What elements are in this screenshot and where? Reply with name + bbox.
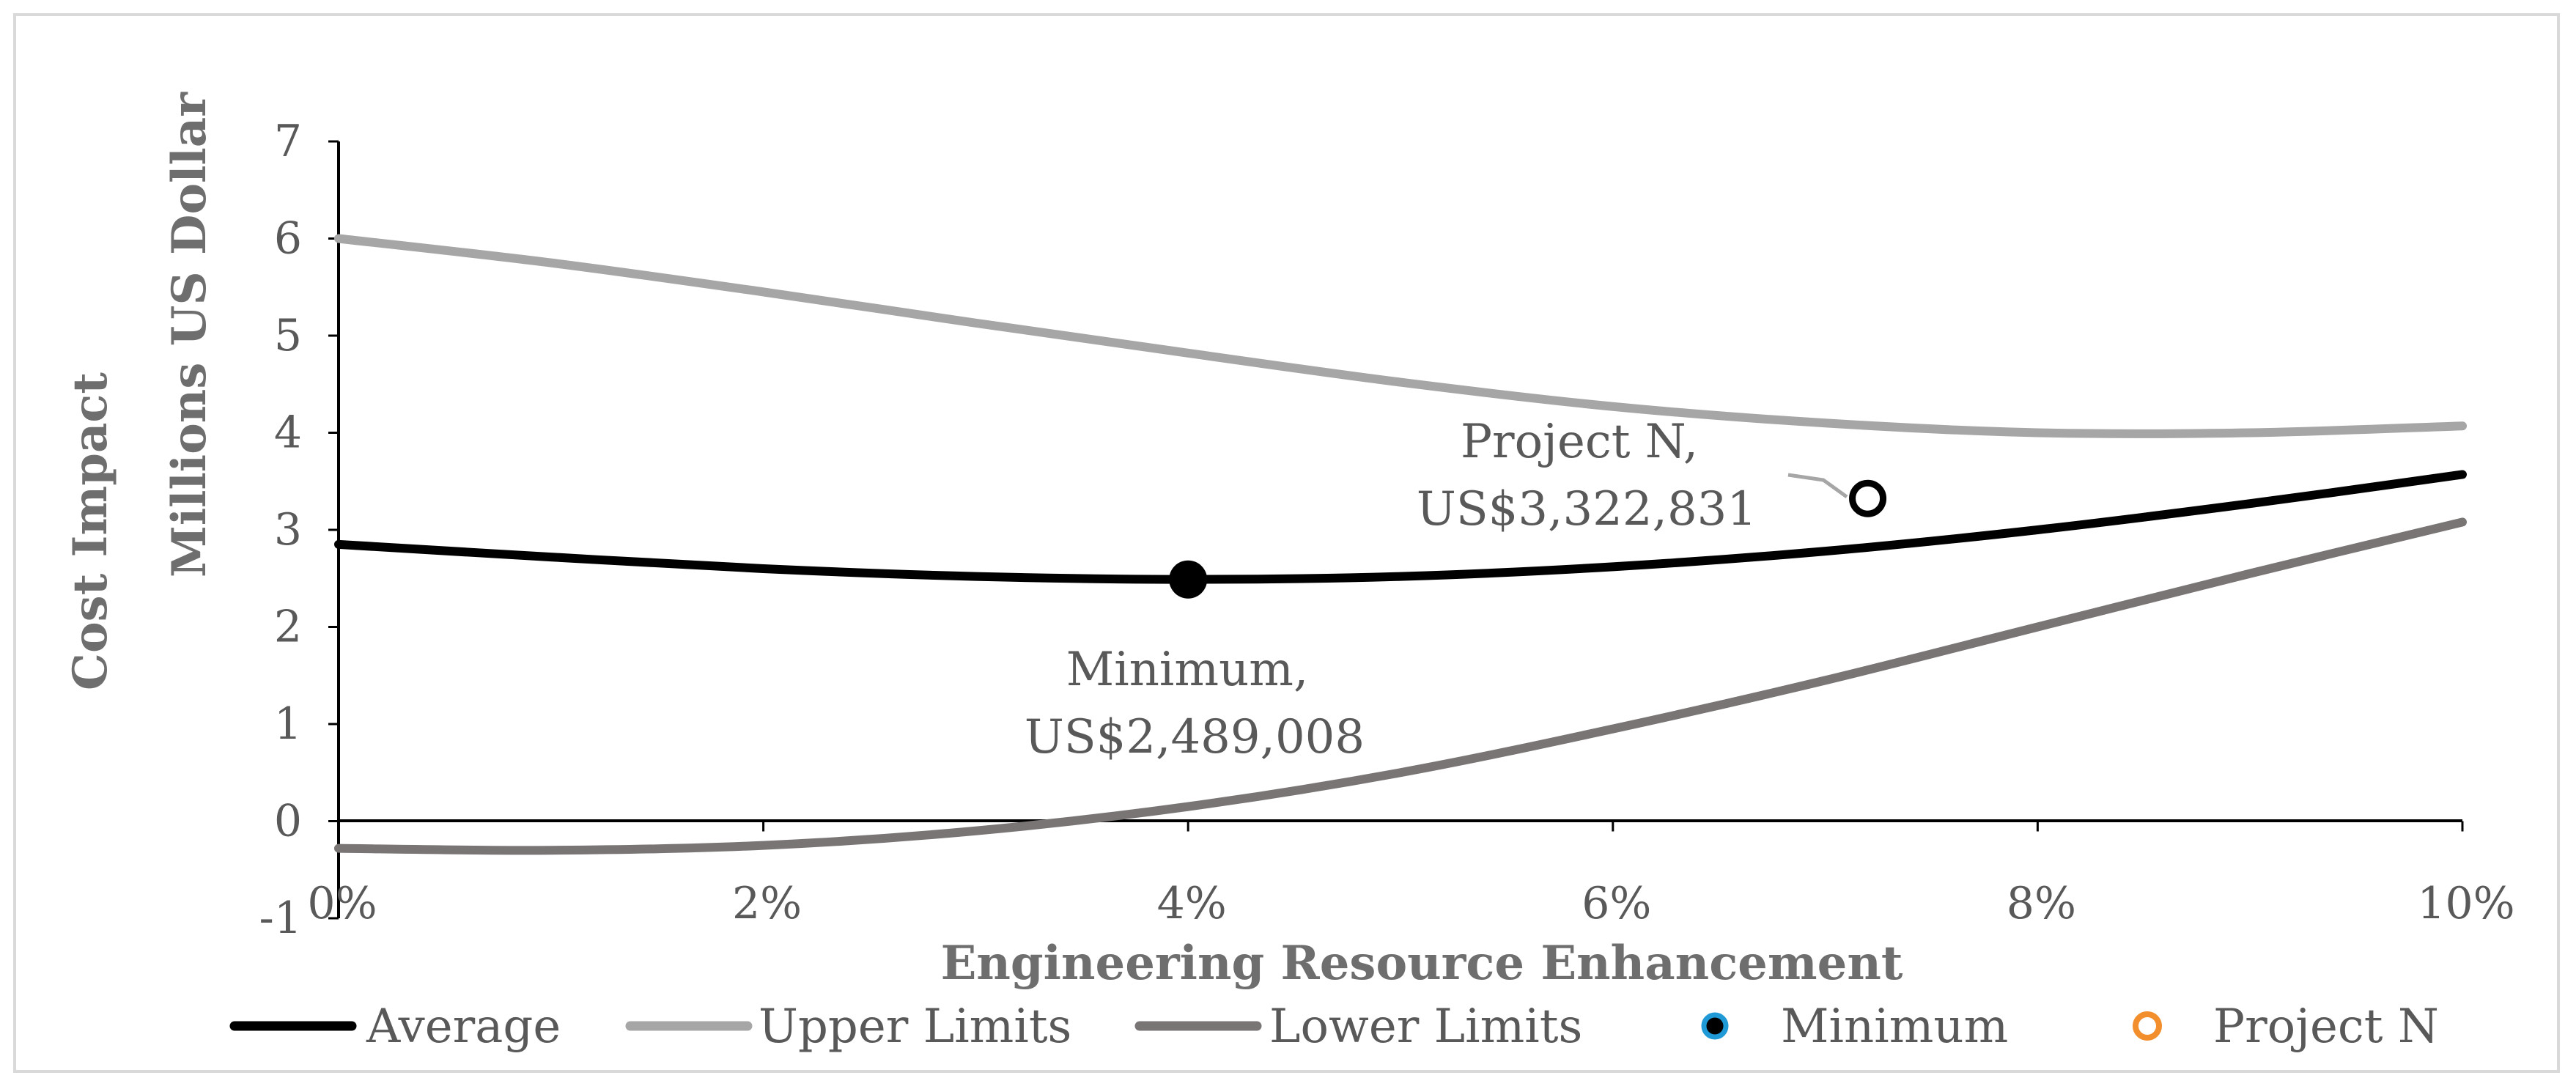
- minimum-label-line2: US$2,489,008: [1025, 710, 1365, 764]
- y-tick-label-1: 0: [274, 796, 302, 847]
- y-axis-title-line2: Millions US Dollar: [162, 92, 217, 577]
- y-tick-label-0: -1: [259, 893, 302, 944]
- chart-frame: [13, 13, 2560, 1073]
- y-tick-label-8: 7: [274, 116, 302, 167]
- project-n-label-line2: US$3,322,831: [1417, 482, 1757, 536]
- x-tick-label-4: 8%: [2007, 878, 2076, 929]
- legend-label-lower-limits: Lower Limits: [1269, 1000, 1582, 1054]
- series-lines-group: [334, 234, 2467, 855]
- legend-marker-project-n: [2133, 1011, 2162, 1041]
- x-ticks-group: 0% 2% 4% 6% 8% 10%: [307, 821, 2515, 929]
- points-group: [1169, 479, 1887, 599]
- legend-label-minimum: Minimum: [1781, 1000, 2008, 1054]
- point-project-n: [1849, 479, 1887, 517]
- project-n-leader-line: [1787, 473, 1848, 499]
- y-ticks-group: -1 0 1 2 3 4 5 6 7: [259, 116, 339, 944]
- legend-label-average: Average: [366, 1000, 561, 1054]
- series-line-lower-limits: [334, 517, 2467, 855]
- minimum-label-line1: Minimum,: [1066, 643, 1309, 697]
- y-axis-title-line1: Cost Impact: [63, 372, 118, 690]
- x-tick-label-3: 6%: [1582, 878, 1651, 929]
- legend-marker-minimum: [1701, 1012, 1729, 1040]
- x-tick-label-1: 2%: [732, 878, 802, 929]
- y-tick-label-2: 1: [274, 698, 302, 750]
- series-line-upper-limits: [334, 234, 2467, 438]
- project-n-label-line1: Project N,: [1461, 415, 1698, 469]
- y-tick-label-3: 2: [274, 602, 302, 653]
- y-tick-label-7: 6: [274, 213, 302, 265]
- x-axis-title: Engineering Resource Enhancement: [941, 936, 1903, 991]
- point-minimum: [1169, 560, 1208, 599]
- legend: Average Upper Limits Lower Limits Minimu…: [229, 1000, 2439, 1054]
- x-tick-label-5: 10%: [2417, 878, 2514, 929]
- x-tick-label-0: 0%: [307, 878, 377, 929]
- y-tick-label-6: 5: [274, 310, 302, 361]
- y-tick-label-5: 4: [274, 407, 302, 459]
- x-tick-label-2: 4%: [1157, 878, 1227, 929]
- legend-label-project-n: Project N: [2213, 1000, 2439, 1054]
- series-line-average: [334, 470, 2467, 584]
- legend-label-upper-limits: Upper Limits: [759, 1000, 1071, 1054]
- y-tick-label-4: 3: [274, 504, 302, 555]
